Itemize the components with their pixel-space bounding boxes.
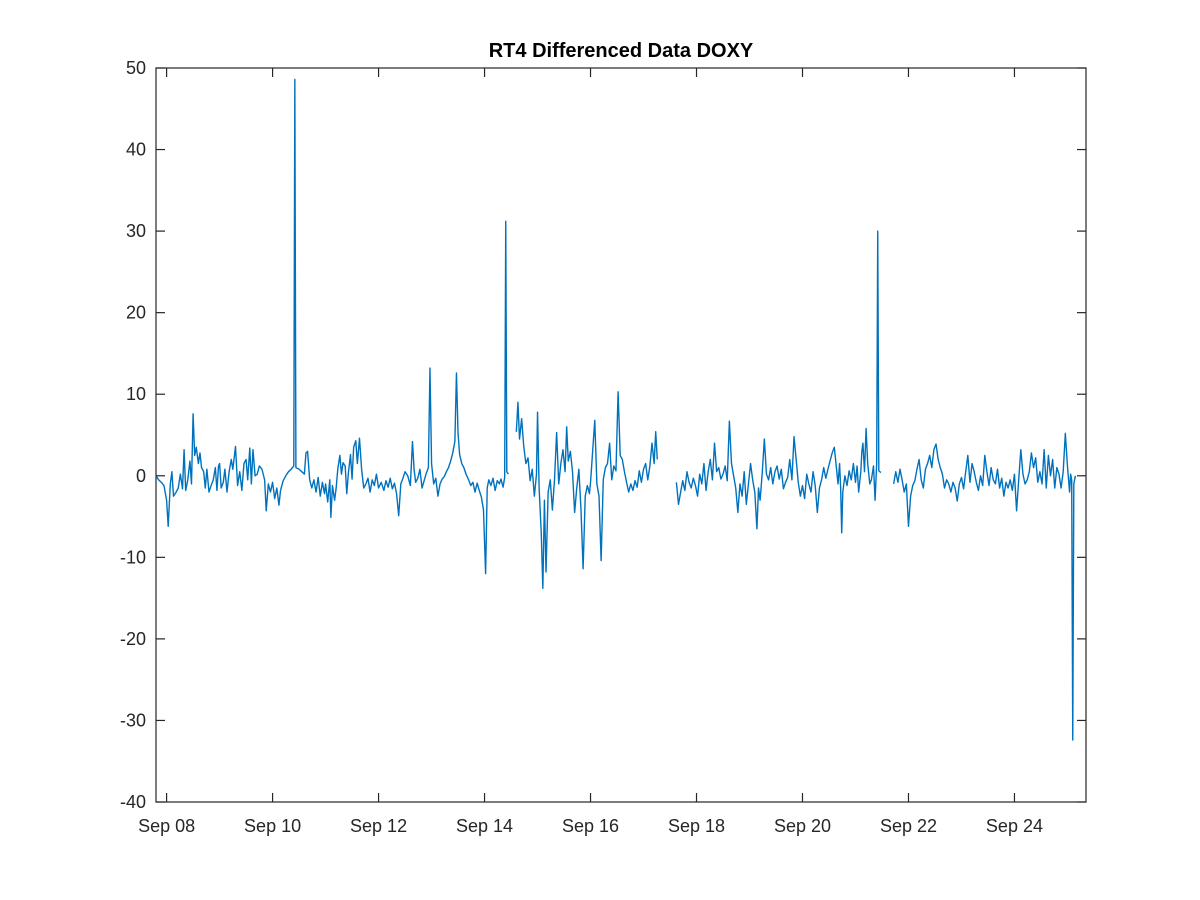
x-tick-label: Sep 08 [138,816,195,836]
x-tick-label: Sep 14 [456,816,513,836]
x-tick-label: Sep 12 [350,816,407,836]
data-layer [155,78,1077,741]
series-line-segment-1 [155,78,509,575]
series-line-segment-2 [515,391,658,590]
y-tick-label: 10 [126,384,146,404]
y-tick-label: -40 [120,792,146,812]
x-tick-label: Sep 18 [668,816,725,836]
y-tick-label: 20 [126,303,146,323]
axes-box [155,67,1087,803]
y-tick-label: 40 [126,140,146,160]
chart-title: RT4 Differenced Data DOXY [489,40,754,62]
y-tick-label: -30 [120,710,146,730]
x-tick-label: Sep 20 [774,816,831,836]
x-axis: Sep 08 Sep 10 Sep 12 Sep 14 Sep 16 Sep 18 Sep … [138,68,1043,836]
y-tick-label: -20 [120,629,146,649]
x-tick-label: Sep 10 [244,816,301,836]
y-axis: -40 -30 -20 -10 0 10 20 30 40 50 [120,58,1086,812]
x-tick-label: Sep 22 [880,816,937,836]
series-line-segment-3 [675,230,882,534]
y-tick-label: -10 [120,547,146,567]
series-line-segment-4 [892,432,1077,741]
x-tick-label: Sep 24 [986,816,1043,836]
y-tick-label: 30 [126,221,146,241]
x-tick-label: Sep 16 [562,816,619,836]
y-tick-label: 0 [136,466,146,486]
y-tick-label: 50 [126,58,146,78]
plot-area: Sep 08 Sep 10 Sep 12 Sep 14 Sep 16 Sep 18 Sep … [120,58,1087,836]
